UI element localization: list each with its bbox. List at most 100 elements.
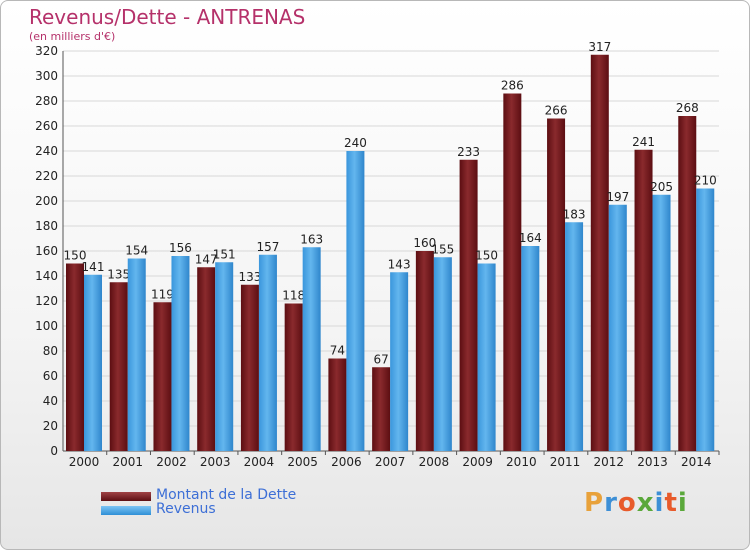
y-tick-label: 0 (50, 444, 58, 458)
bar-dette (459, 159, 478, 451)
x-tick-label: 2014 (681, 455, 712, 469)
bar-dette (66, 263, 84, 451)
y-tick-label: 180 (35, 219, 58, 233)
bar-dette (547, 118, 566, 451)
bar-revenus (127, 258, 146, 451)
bar-revenus (346, 151, 365, 451)
data-label: 286 (501, 79, 524, 93)
bar-revenus (608, 204, 627, 451)
data-label: 154 (125, 244, 148, 258)
data-label: 241 (632, 135, 655, 149)
y-tick-label: 100 (35, 319, 58, 333)
x-tick-label: 2003 (200, 455, 231, 469)
data-label: 157 (256, 240, 279, 254)
data-label: 119 (151, 287, 174, 301)
data-label: 74 (330, 344, 345, 358)
proxiti-logo: Proxiti (584, 488, 688, 518)
data-label: 183 (563, 207, 586, 221)
bar-revenus (477, 263, 496, 451)
data-label: 266 (545, 104, 568, 118)
legend-label-revenus: Revenus (156, 501, 216, 517)
y-tick-label: 20 (43, 419, 58, 433)
bar-dette (153, 302, 172, 451)
x-tick-label: 2011 (550, 455, 581, 469)
x-tick-label: 2002 (156, 455, 187, 469)
x-tick-label: 2000 (69, 455, 100, 469)
bar-dette (372, 367, 391, 451)
bar-revenus (171, 256, 190, 451)
legend-label-dette: Montant de la Dette (156, 487, 297, 503)
x-tick-label: 2001 (112, 455, 143, 469)
legend-swatch-dette (101, 492, 151, 501)
data-label: 118 (282, 289, 305, 303)
bar-revenus (390, 272, 409, 451)
data-label: 240 (344, 136, 367, 150)
logo-letter: P (584, 488, 605, 518)
data-label: 141 (82, 260, 105, 274)
x-tick-label: 2013 (637, 455, 668, 469)
bar-dette (109, 282, 128, 451)
data-label: 135 (107, 267, 130, 281)
bar-dette (240, 284, 259, 451)
data-label: 150 (64, 249, 87, 263)
logo-letter: r (604, 488, 618, 518)
bar-revenus (433, 257, 452, 451)
data-label: 197 (606, 190, 629, 204)
bar-dette (197, 267, 216, 451)
data-label: 67 (373, 352, 388, 366)
data-label: 133 (238, 270, 261, 284)
data-label: 151 (213, 247, 236, 261)
logo-letter: o (617, 488, 637, 518)
logo-letter: x (636, 488, 655, 518)
bar-revenus (521, 246, 540, 451)
data-label: 160 (413, 236, 436, 250)
data-label: 268 (676, 101, 699, 115)
bar-revenus (258, 254, 277, 451)
logo-letter: i (677, 488, 688, 518)
bar-dette (328, 358, 347, 451)
bar-revenus (565, 222, 584, 451)
x-tick-label: 2010 (506, 455, 537, 469)
y-tick-label: 320 (35, 44, 58, 58)
x-tick-label: 2007 (375, 455, 406, 469)
bar-revenus (302, 247, 321, 451)
chart-title: Revenus/Dette - ANTRENAS (29, 5, 306, 29)
x-tick-label: 2004 (244, 455, 275, 469)
data-label: 150 (475, 249, 498, 263)
x-tick-label: 2009 (462, 455, 493, 469)
bar-revenus (652, 194, 671, 451)
bar-revenus (696, 188, 715, 451)
data-label: 147 (195, 252, 218, 266)
data-label: 155 (431, 242, 454, 256)
bar-dette (503, 93, 522, 451)
data-label: 210 (694, 174, 717, 188)
logo-letter: i (654, 488, 665, 518)
y-tick-label: 260 (35, 119, 58, 133)
data-label: 156 (169, 241, 192, 255)
x-tick-label: 2005 (287, 455, 318, 469)
logo-letter: t (664, 488, 678, 518)
y-tick-label: 40 (43, 394, 58, 408)
bar-dette (415, 251, 434, 451)
data-label: 143 (388, 257, 411, 271)
y-tick-label: 140 (35, 269, 58, 283)
y-tick-label: 160 (35, 244, 58, 258)
bar-dette (634, 149, 653, 451)
x-tick-label: 2012 (594, 455, 625, 469)
data-label: 205 (650, 180, 673, 194)
y-tick-label: 240 (35, 144, 58, 158)
bar-revenus (84, 274, 102, 451)
y-tick-label: 300 (35, 69, 58, 83)
y-tick-label: 60 (43, 369, 58, 383)
x-tick-label: 2008 (419, 455, 450, 469)
y-tick-label: 80 (43, 344, 58, 358)
chart-subtitle: (en milliers d'€) (29, 30, 116, 43)
y-tick-label: 120 (35, 294, 58, 308)
x-tick-label: 2006 (331, 455, 362, 469)
y-tick-label: 280 (35, 94, 58, 108)
bar-dette (284, 303, 303, 451)
y-tick-label: 200 (35, 194, 58, 208)
y-tick-label: 220 (35, 169, 58, 183)
